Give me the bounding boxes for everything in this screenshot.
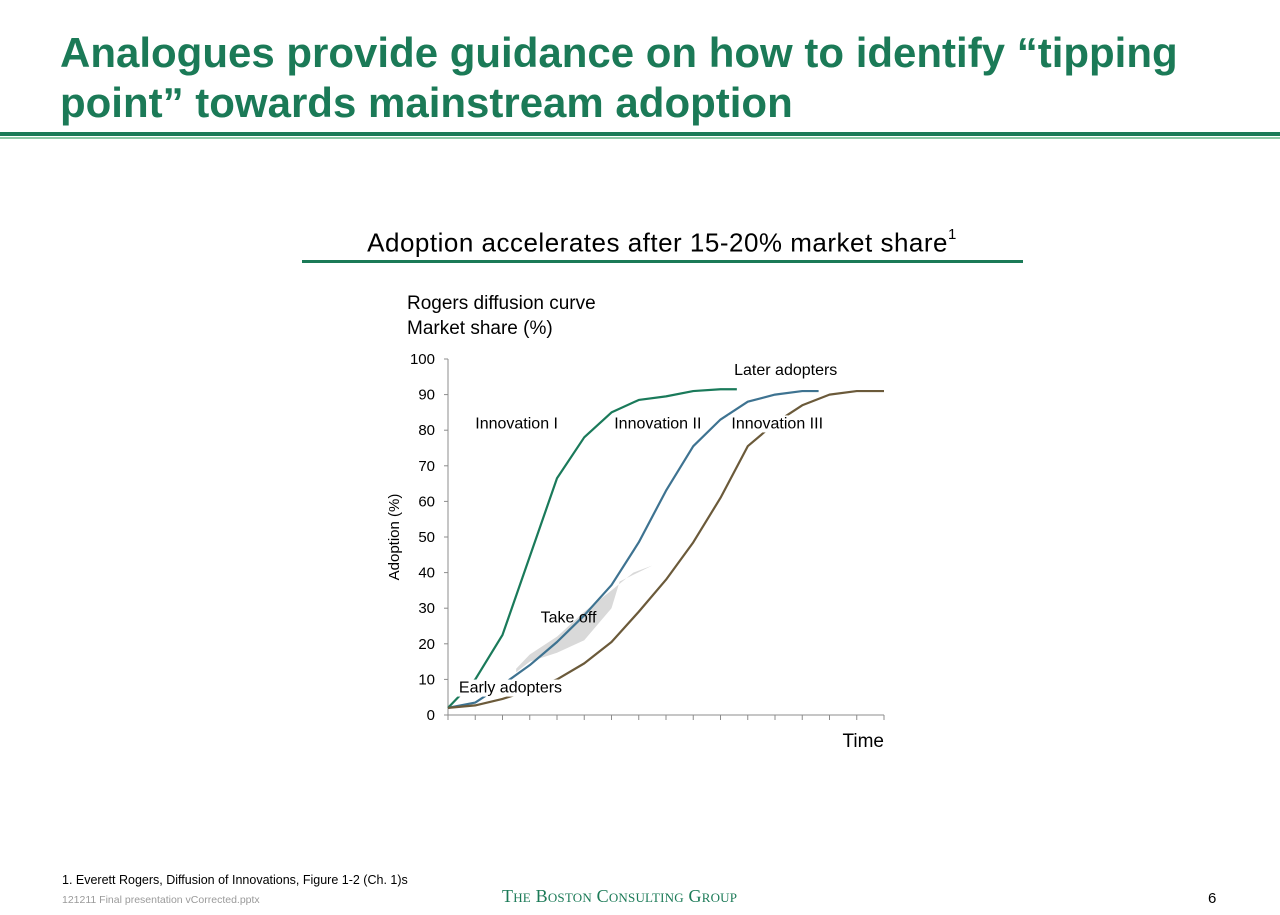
series-line	[447, 388, 737, 709]
series-line	[447, 389, 819, 709]
section-heading: Adoption accelerates after 15-20% market…	[302, 222, 1022, 259]
footnote: 1. Everett Rogers, Diffusion of Innovati…	[62, 873, 408, 887]
chart-title: Rogers diffusion curve	[407, 293, 596, 314]
chart-title-block: Rogers diffusion curve Market share (%)	[407, 291, 596, 341]
y-tick-label: 80	[418, 422, 435, 439]
y-tick-label: 10	[418, 671, 435, 688]
takeoff-band	[516, 565, 653, 673]
annotation-label: Later adopters	[734, 362, 837, 379]
series-line	[447, 389, 884, 709]
annotation-backdrop	[611, 415, 705, 433]
annotation-label: Innovation I	[475, 415, 558, 432]
y-axis-title: Adoption (%)	[386, 494, 403, 581]
title-divider-accent	[0, 137, 1280, 139]
page-number: 6	[1208, 890, 1217, 907]
annotation-backdrop	[731, 362, 841, 380]
file-name: 121211 Final presentation vCorrected.ppt…	[62, 894, 260, 906]
annotation-backdrop	[728, 415, 827, 433]
title-divider	[0, 132, 1280, 136]
y-tick-label: 0	[427, 707, 435, 724]
y-tick-label: 60	[418, 493, 435, 510]
y-tick-label: 40	[418, 565, 435, 582]
annotation-label: Early adopters	[459, 680, 562, 697]
y-tick-label: 20	[418, 636, 435, 653]
slide-title: Analogues provide guidance on how to ide…	[60, 29, 1178, 126]
annotation-label: Innovation II	[614, 415, 701, 432]
annotation-backdrop	[472, 415, 561, 433]
x-axis-title: Time	[842, 731, 884, 752]
section-divider	[302, 260, 1023, 263]
footnote-marker: 1	[948, 226, 957, 243]
y-tick-label: 30	[418, 600, 435, 617]
y-tick-label: 70	[418, 458, 435, 475]
annotation-label: Innovation III	[731, 415, 823, 432]
annotation-label: Take off	[541, 609, 597, 626]
section-heading-text: Adoption accelerates after 15-20% market…	[367, 227, 948, 258]
bcg-logo: The Boston Consulting Group	[502, 886, 738, 906]
annotation-backdrop	[455, 679, 566, 697]
y-tick-label: 100	[410, 351, 435, 368]
y-tick-label: 90	[418, 387, 435, 404]
chart-subtitle: Market share (%)	[407, 318, 553, 339]
y-tick-label: 50	[418, 529, 435, 546]
